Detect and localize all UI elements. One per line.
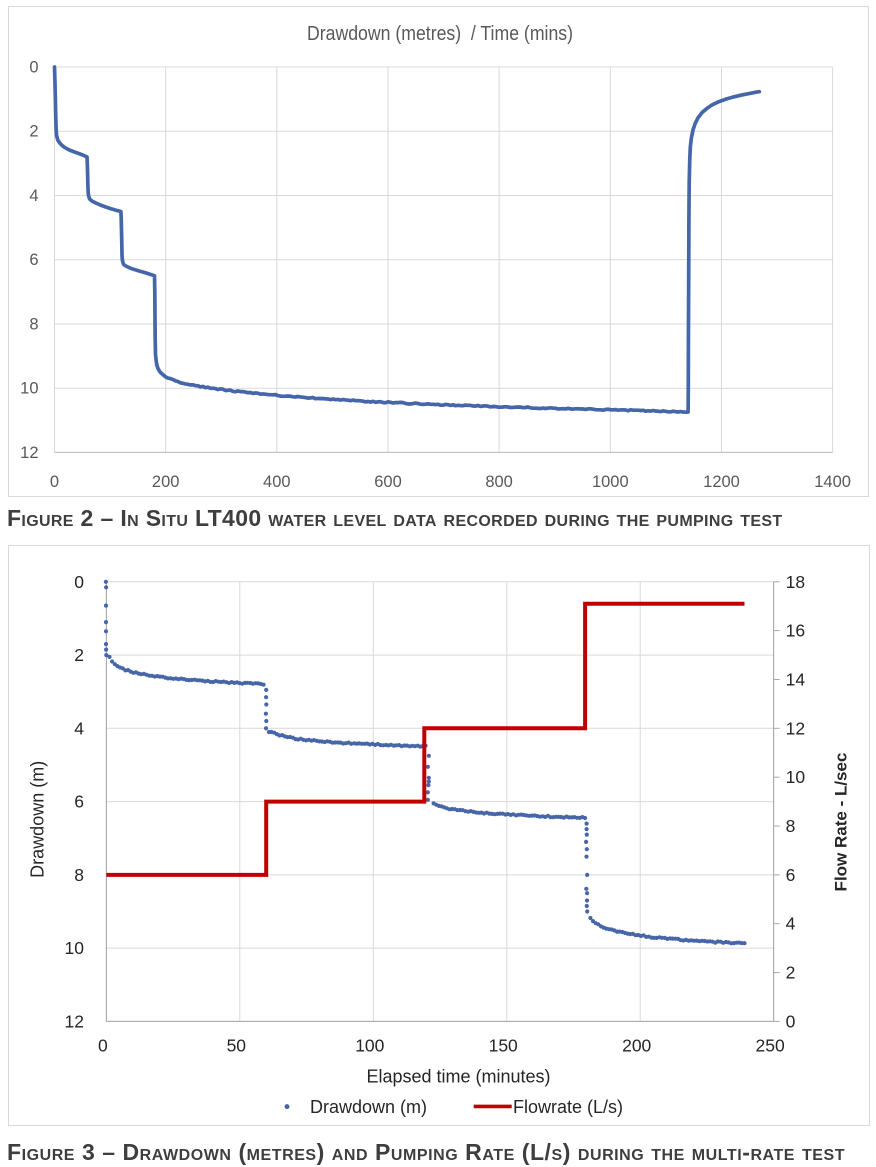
svg-text:10: 10 [786,767,806,787]
svg-text:14: 14 [786,670,806,690]
svg-text:Flowrate (L/s): Flowrate (L/s) [513,1097,623,1117]
svg-text:10: 10 [20,380,38,398]
svg-text:16: 16 [786,621,805,641]
svg-text:8: 8 [786,816,796,836]
svg-text:Flow Rate - L/sec: Flow Rate - L/sec [832,753,851,892]
svg-text:600: 600 [374,473,402,491]
svg-text:100: 100 [355,1036,384,1056]
svg-text:4: 4 [74,718,84,738]
svg-text:6: 6 [29,251,38,269]
svg-text:12: 12 [65,1011,84,1031]
svg-text:400: 400 [263,473,291,491]
svg-text:Drawdown (metres) / Time (min: Drawdown (metres) / Time (mins) [307,22,573,45]
svg-text:1000: 1000 [592,473,629,491]
svg-text:2: 2 [29,123,38,141]
svg-text:0: 0 [29,59,38,77]
svg-text:8: 8 [74,865,84,885]
svg-text:2: 2 [74,645,84,665]
svg-text:1200: 1200 [703,473,740,491]
svg-text:18: 18 [786,572,805,592]
svg-text:50: 50 [227,1036,247,1056]
svg-text:800: 800 [485,473,513,491]
svg-text:10: 10 [65,938,85,958]
svg-text:Drawdown (m): Drawdown (m) [310,1097,427,1117]
svg-text:200: 200 [622,1036,651,1056]
svg-text:0: 0 [50,473,59,491]
svg-text:4: 4 [29,187,38,205]
svg-text:6: 6 [786,865,796,885]
svg-text:4: 4 [786,914,796,934]
svg-text:6: 6 [74,792,84,812]
svg-text:1400: 1400 [814,473,851,491]
svg-text:Drawdown (m): Drawdown (m) [28,761,48,878]
svg-text:12: 12 [786,718,805,738]
svg-text:0: 0 [98,1036,108,1056]
svg-text:200: 200 [152,473,180,491]
svg-text:12: 12 [20,444,38,462]
svg-text:150: 150 [489,1036,518,1056]
svg-text:250: 250 [755,1036,784,1056]
svg-text:8: 8 [29,316,38,334]
svg-text:0: 0 [74,572,84,592]
svg-text:0: 0 [786,1011,796,1031]
svg-text:Elapsed time (minutes): Elapsed time (minutes) [366,1067,550,1087]
svg-text:2: 2 [786,963,796,983]
